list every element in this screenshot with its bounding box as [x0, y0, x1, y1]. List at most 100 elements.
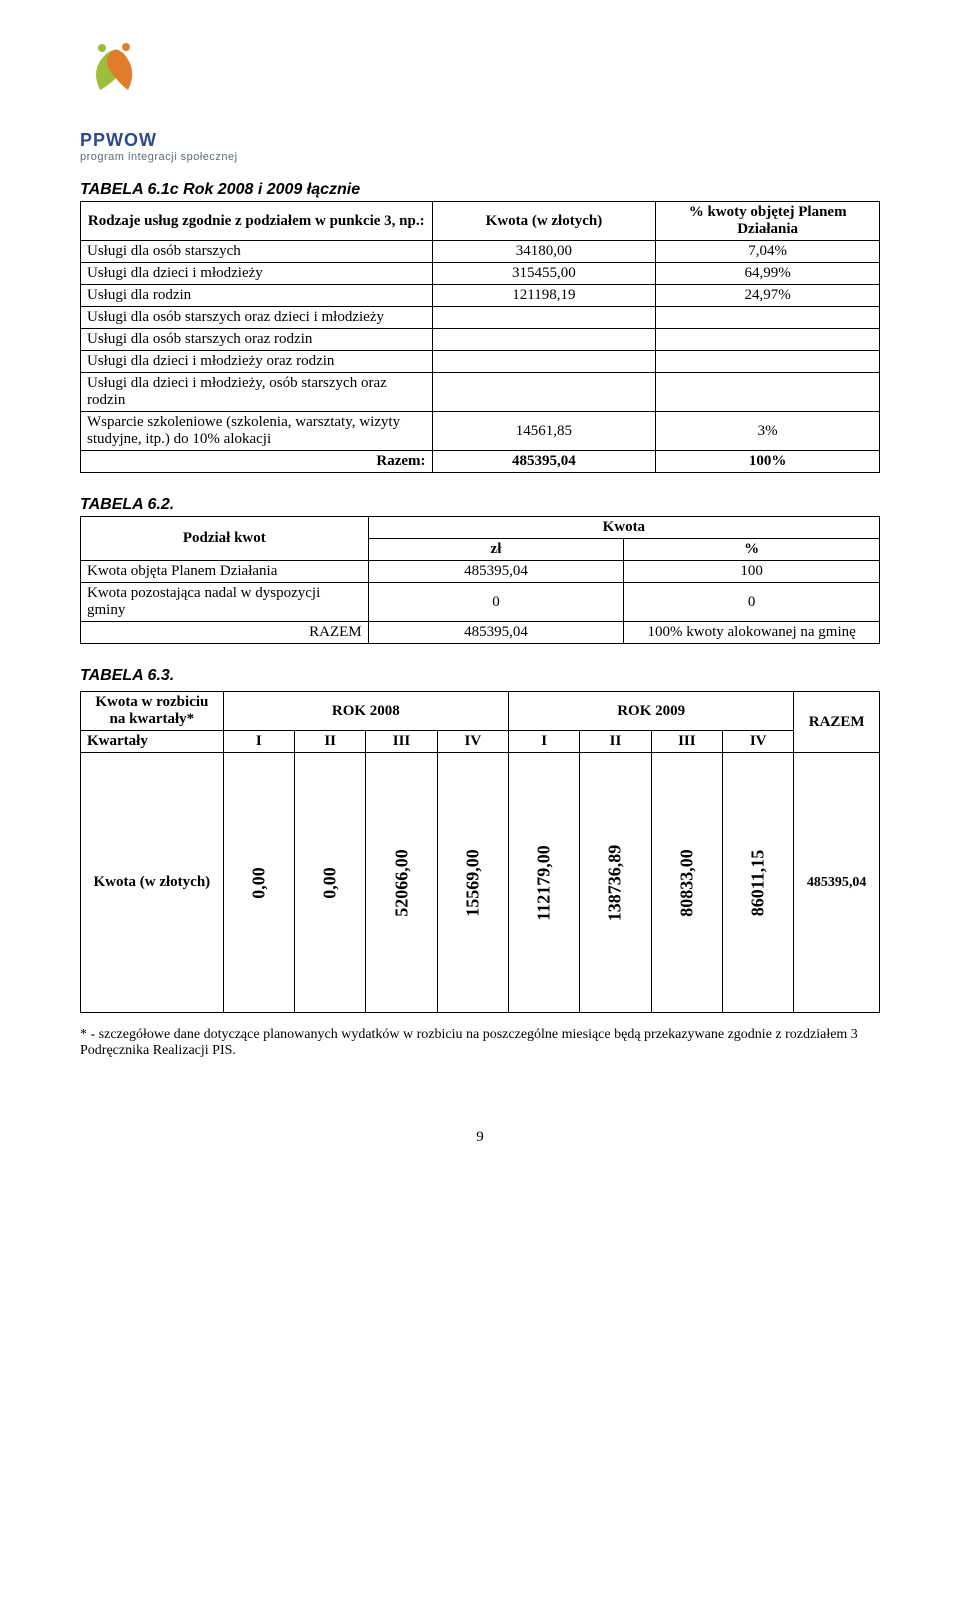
table-row: Podział kwot Kwota	[81, 517, 880, 539]
amount-cell: 15569,00	[437, 753, 508, 1013]
table-row-total: RAZEM 485395,04 100% kwoty alokowanej na…	[81, 622, 880, 644]
total-amount: 485395,04	[432, 451, 656, 473]
razem-header: RAZEM	[794, 692, 880, 753]
row-amount: 315455,00	[432, 263, 656, 285]
amount: 86011,15	[748, 849, 769, 916]
amount-cell: 86011,15	[722, 753, 793, 1013]
row-label: Kwota pozostająca nadal w dyspozycji gmi…	[81, 583, 369, 622]
quarter: IV	[437, 731, 508, 753]
quarter: II	[295, 731, 366, 753]
header-kwota: Kwota	[368, 517, 879, 539]
row-pct	[656, 373, 880, 412]
amount: 15569,00	[462, 849, 483, 917]
row-label: Usługi dla dzieci i młodzieży	[81, 263, 433, 285]
col-header: Kwota (w złotych)	[432, 202, 656, 241]
row-amount	[432, 329, 656, 351]
header-zl: zł	[368, 539, 624, 561]
total-label: Razem:	[81, 451, 433, 473]
table-row: Usługi dla osób starszych oraz rodzin	[81, 329, 880, 351]
row-pct: 7,04%	[656, 241, 880, 263]
quarter: I	[223, 731, 294, 753]
quarter: IV	[722, 731, 793, 753]
amount-cell: 80833,00	[651, 753, 722, 1013]
row-pct	[656, 307, 880, 329]
total-amount: 485395,04	[794, 753, 880, 1013]
row-pct: 100	[624, 561, 880, 583]
kwartaly-label: Kwartały	[81, 731, 224, 753]
table-row: Usługi dla osób starszych 34180,00 7,04%	[81, 241, 880, 263]
table-row: Usługi dla dzieci i młodzieży oraz rodzi…	[81, 351, 880, 373]
row-pct	[656, 351, 880, 373]
total-pct: 100%	[656, 451, 880, 473]
amount-cell: 0,00	[223, 753, 294, 1013]
table-row: Kwota w rozbiciu na kwartały* ROK 2008 R…	[81, 692, 880, 731]
table-6-2: Podział kwot Kwota zł % Kwota objęta Pla…	[80, 516, 880, 644]
row-amount: 14561,85	[432, 412, 656, 451]
row-label: Usługi dla rodzin	[81, 285, 433, 307]
row-pct: 64,99%	[656, 263, 880, 285]
logo-subtitle: program integracji społecznej	[80, 151, 880, 163]
header-pct: %	[624, 539, 880, 561]
total-zl: 485395,04	[368, 622, 624, 644]
amount-cell: 52066,00	[366, 753, 437, 1013]
table-row: Wsparcie szkoleniowe (szkolenia, warszta…	[81, 412, 880, 451]
row-label: Usługi dla osób starszych oraz dzieci i …	[81, 307, 433, 329]
year-2008: ROK 2008	[223, 692, 508, 731]
row-zl: 0	[368, 583, 624, 622]
table-row: Usługi dla dzieci i młodzieży, osób star…	[81, 373, 880, 412]
table-row: Usługi dla rodzin 121198,19 24,97%	[81, 285, 880, 307]
row-pct	[656, 329, 880, 351]
header-main: Podział kwot	[81, 517, 369, 561]
amount: 112179,00	[534, 845, 555, 921]
table-row: Rodzaje usług zgodnie z podziałem w punk…	[81, 202, 880, 241]
quarter: III	[366, 731, 437, 753]
amount: 80833,00	[676, 849, 697, 917]
amount-cell: 0,00	[295, 753, 366, 1013]
quarter: III	[651, 731, 722, 753]
row-label: Usługi dla osób starszych	[81, 241, 433, 263]
table-row-total: Razem: 485395,04 100%	[81, 451, 880, 473]
row-label: Kwota objęta Planem Działania	[81, 561, 369, 583]
amount: 138736,89	[605, 844, 626, 921]
row-amount	[432, 351, 656, 373]
row-label: Usługi dla osób starszych oraz rodzin	[81, 329, 433, 351]
row-label: Wsparcie szkoleniowe (szkolenia, warszta…	[81, 412, 433, 451]
row-amount: 121198,19	[432, 285, 656, 307]
table-6-1c: Rodzaje usług zgodnie z podziałem w punk…	[80, 201, 880, 473]
table-row: Kwartały I II III IV I II III IV	[81, 731, 880, 753]
logo-block: PPWOW program integracji społecznej	[80, 40, 880, 163]
table-row: Usługi dla osób starszych oraz dzieci i …	[81, 307, 880, 329]
table-6-1c-heading: TABELA 6.1c Rok 2008 i 2009 łącznie	[80, 181, 880, 199]
quarter: II	[580, 731, 651, 753]
row-amount	[432, 373, 656, 412]
col-header: Rodzaje usług zgodnie z podziałem w punk…	[81, 202, 433, 241]
row-amount: 34180,00	[432, 241, 656, 263]
table-row: Kwota objęta Planem Działania 485395,04 …	[81, 561, 880, 583]
amount-cell: 138736,89	[580, 753, 651, 1013]
table-6-2-heading: TABELA 6.2.	[80, 496, 880, 514]
amount: 52066,00	[391, 849, 412, 917]
table-row: Usługi dla dzieci i młodzieży 315455,00 …	[81, 263, 880, 285]
amount: 0,00	[248, 867, 269, 899]
logo-svg	[80, 40, 260, 130]
row-label: Usługi dla dzieci i młodzieży oraz rodzi…	[81, 351, 433, 373]
logo-acronym: PPWOW	[80, 130, 880, 151]
row-pct: 0	[624, 583, 880, 622]
table-6-3-heading: TABELA 6.3.	[80, 667, 880, 685]
table-row: Kwota pozostająca nadal w dyspozycji gmi…	[81, 583, 880, 622]
total-label: RAZEM	[81, 622, 369, 644]
row-zl: 485395,04	[368, 561, 624, 583]
table-6-3: Kwota w rozbiciu na kwartały* ROK 2008 R…	[80, 691, 880, 1013]
row-pct: 24,97%	[656, 285, 880, 307]
year-2009: ROK 2009	[509, 692, 794, 731]
row-amount	[432, 307, 656, 329]
row1-label: Kwota w rozbiciu na kwartały*	[81, 692, 224, 731]
page-number: 9	[80, 1129, 880, 1146]
amount-label: Kwota (w złotych)	[81, 753, 224, 1013]
col-header: % kwoty objętej Planem Działania	[656, 202, 880, 241]
amount: 0,00	[320, 867, 341, 899]
row-pct: 3%	[656, 412, 880, 451]
amount-cell: 112179,00	[509, 753, 580, 1013]
footnote: * - szczegółowe dane dotyczące planowany…	[80, 1027, 880, 1059]
row-label: Usługi dla dzieci i młodzieży, osób star…	[81, 373, 433, 412]
